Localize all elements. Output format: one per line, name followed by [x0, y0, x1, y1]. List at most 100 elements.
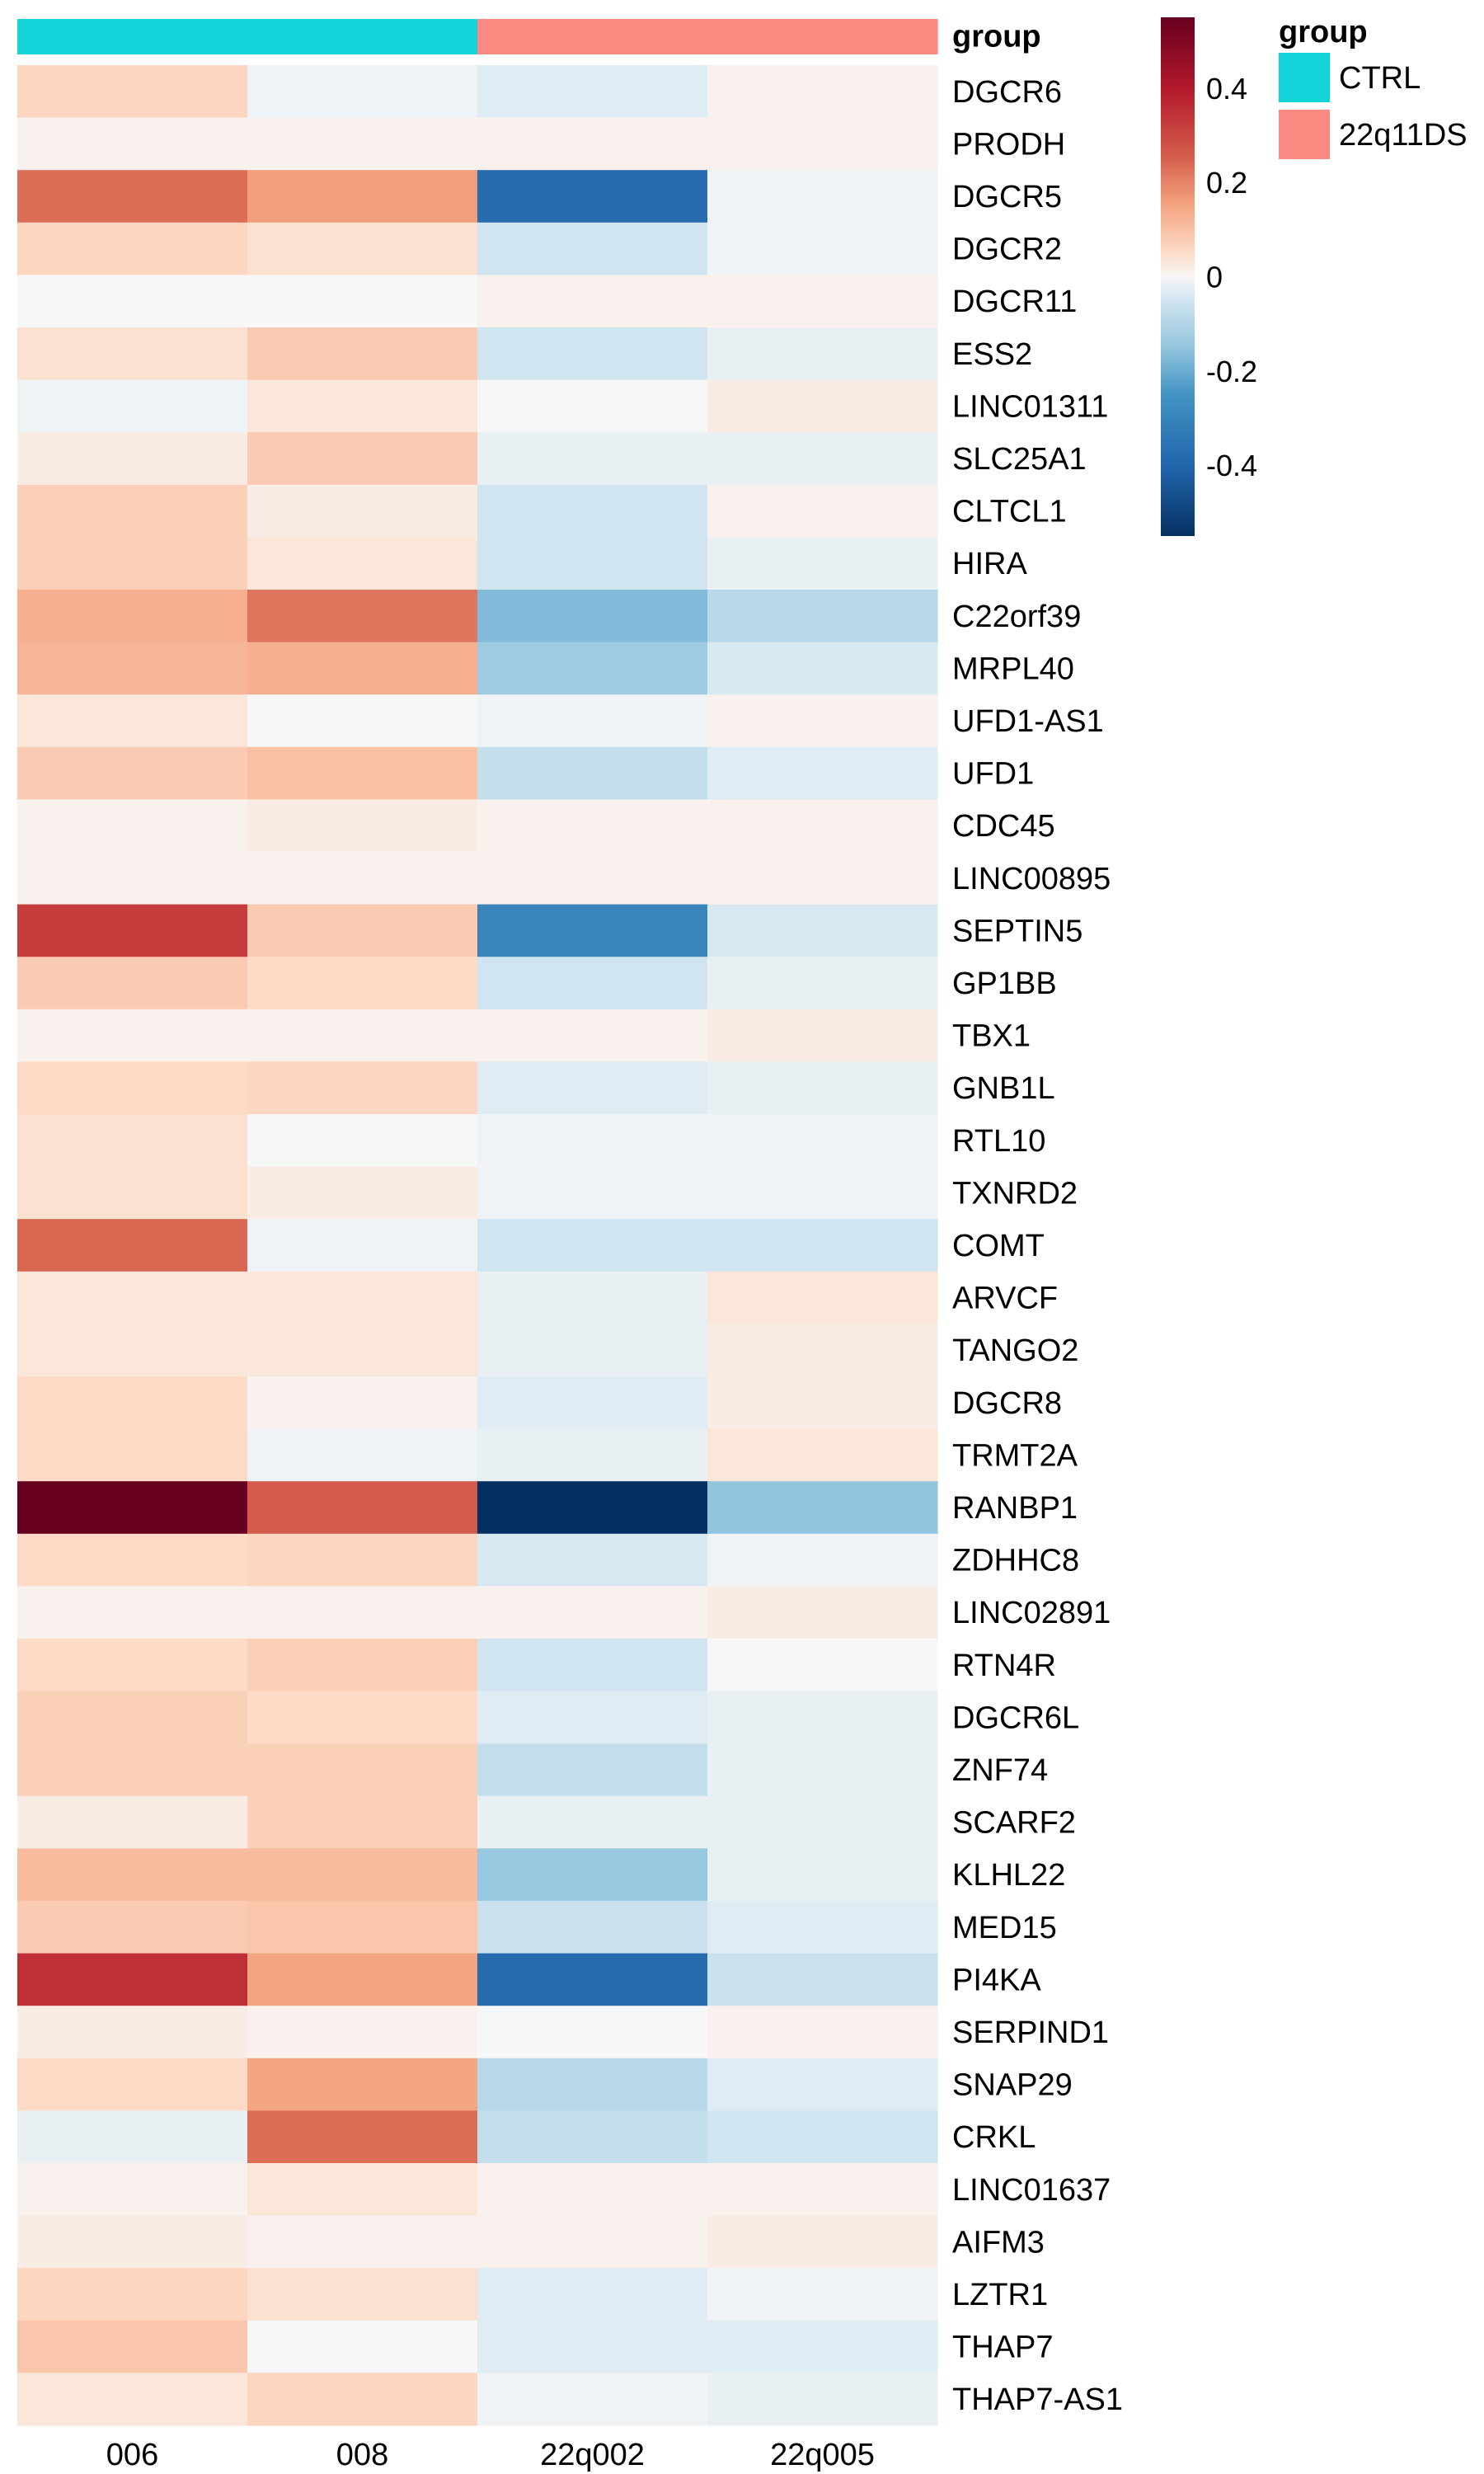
column-label: 006 [106, 2438, 158, 2472]
heatmap-cell [17, 484, 248, 538]
row-label: TBX1 [952, 1019, 1031, 1054]
column-label: 22q002 [540, 2438, 645, 2472]
heatmap-cell [477, 1166, 708, 1220]
row-label: TXNRD2 [952, 1176, 1078, 1211]
annotation-cell [477, 19, 708, 54]
heatmap-cell [477, 1481, 708, 1535]
row-label: LINC02891 [952, 1596, 1111, 1630]
heatmap-cell [17, 2268, 248, 2321]
heatmap-cell [477, 2373, 708, 2426]
heatmap-cell [17, 799, 248, 853]
row-label: LINC01311 [952, 389, 1108, 424]
heatmap-cell [477, 379, 708, 433]
heatmap-cell [17, 1691, 248, 1744]
heatmap-cell [707, 1219, 938, 1272]
heatmap-cell [17, 275, 248, 328]
heatmap-cell [477, 1848, 708, 1902]
heatmap-cell [17, 170, 248, 223]
heatmap-cell [477, 1428, 708, 1482]
group-legend-items: CTRL 22q11DS [1279, 53, 1468, 159]
heatmap-cell [17, 1639, 248, 1692]
row-label: ESS2 [952, 337, 1032, 372]
row-label: SCARF2 [952, 1806, 1076, 1841]
group-annotation-label: group [952, 20, 1041, 54]
heatmap-cell [247, 1061, 478, 1115]
row-label: DGCR6L [952, 1700, 1079, 1735]
row-label: ZDHHC8 [952, 1544, 1079, 1578]
heatmap-cell [17, 1586, 248, 1639]
heatmap-cell [707, 1324, 938, 1377]
heatmap-cell [247, 2163, 478, 2217]
row-label: THAP7-AS1 [952, 2382, 1123, 2417]
row-label: PRODH [952, 127, 1065, 162]
heatmap-cell [247, 65, 478, 119]
heatmap-cell [707, 590, 938, 643]
heatmap-cell [477, 170, 708, 223]
heatmap-cell [17, 1009, 248, 1062]
heatmap-cell [477, 1271, 708, 1324]
heatmap-cell [247, 2006, 478, 2059]
heatmap-cell [477, 2058, 708, 2111]
row-label: DGCR5 [952, 180, 1062, 214]
heatmap-cell [247, 2215, 478, 2269]
heatmap-cell [477, 2163, 708, 2217]
heatmap-cell [17, 1428, 248, 1482]
heatmap-cell [707, 2268, 938, 2321]
row-label: PI4KA [952, 1963, 1041, 1997]
heatmap-cell [707, 222, 938, 275]
heatmap-cell [707, 1533, 938, 1587]
heatmap-cell [17, 746, 248, 800]
heatmap-cell [477, 642, 708, 695]
group-legend: group CTRL 22q11DS [1279, 15, 1468, 159]
heatmap-cell [707, 2058, 938, 2111]
row-label: AIFM3 [952, 2225, 1045, 2260]
heatmap-cell [17, 1901, 248, 1954]
heatmap-cell [707, 957, 938, 1010]
heatmap-cell [477, 1009, 708, 1062]
heatmap-cell [707, 2163, 938, 2217]
annotation-cell [247, 19, 478, 54]
row-label: RTN4R [952, 1649, 1056, 1683]
heatmap-cell [477, 327, 708, 381]
heatmap-cell [17, 1376, 248, 1430]
heatmap-cell [247, 1481, 478, 1535]
heatmap-cell [17, 957, 248, 1010]
heatmap-cell [707, 1428, 938, 1482]
heatmap-cell [477, 484, 708, 538]
row-label: LZTR1 [952, 2278, 1048, 2312]
heatmap-cell [477, 1324, 708, 1377]
row-label: C22orf39 [952, 600, 1081, 634]
heatmap-cell [17, 1219, 248, 1272]
group-legend-swatch [1279, 53, 1330, 102]
heatmap-cell [247, 2058, 478, 2111]
heatmap-cell [17, 590, 248, 643]
heatmap-cell [707, 746, 938, 800]
row-label: DGCR11 [952, 285, 1077, 319]
heatmap-cell [247, 1166, 478, 1220]
row-label: UFD1-AS1 [952, 704, 1104, 739]
heatmap-cell [17, 1743, 248, 1797]
row-label: TANGO2 [952, 1333, 1078, 1368]
color-scale-tick-label: -0.2 [1206, 355, 1257, 388]
heatmap-cell [247, 1639, 478, 1692]
row-label: MRPL40 [952, 651, 1074, 686]
heatmap-cell [247, 432, 478, 486]
heatmap-cell [17, 2320, 248, 2373]
heatmap-cell [707, 537, 938, 590]
heatmap-cell [247, 746, 478, 800]
heatmap-cell [707, 2215, 938, 2269]
heatmap-cell [247, 1428, 478, 1482]
row-labels: DGCR6 PRODH DGCR5 DGCR2 DGCR11 ESS2 LINC01311 S… [952, 75, 1123, 2417]
heatmap-cell [477, 590, 708, 643]
heatmap-cell [707, 1271, 938, 1324]
heatmap-cell [247, 2320, 478, 2373]
heatmap-cell [17, 1848, 248, 1902]
heatmap-cell [247, 1376, 478, 1430]
heatmap-cell [707, 2006, 938, 2059]
group-legend-swatch [1279, 110, 1330, 159]
heatmap-cell [477, 852, 708, 905]
heatmap-cell [707, 1586, 938, 1639]
heatmap-cell [707, 2373, 938, 2426]
row-label: TRMT2A [952, 1438, 1078, 1473]
